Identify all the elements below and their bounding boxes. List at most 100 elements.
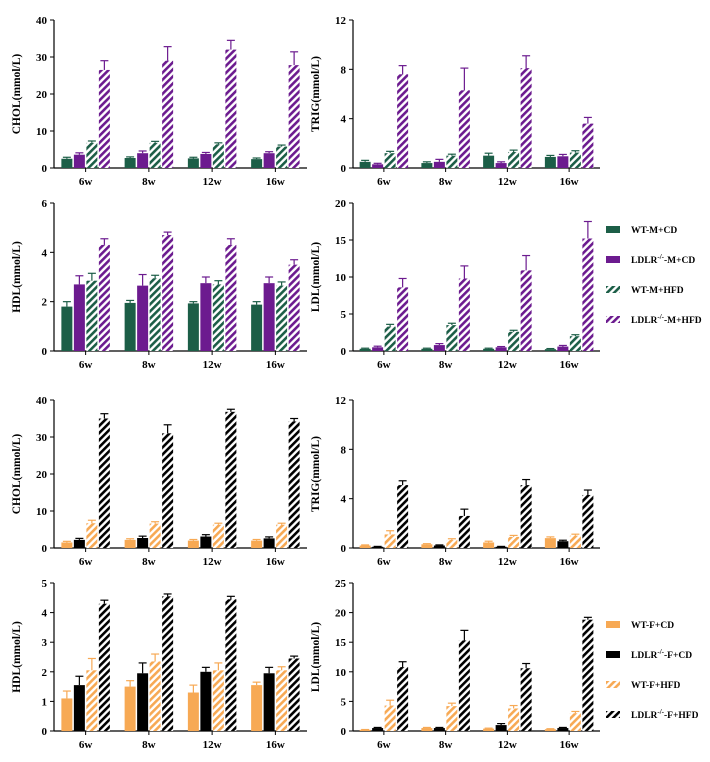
y-tick-label: 0 (42, 163, 48, 175)
y-axis-label: CHOL(mmol/L) (11, 434, 23, 515)
bar (433, 161, 445, 168)
bar (124, 158, 136, 168)
bar (446, 539, 458, 548)
chart-male-hdl: 0 2 4 6 HDL(mmol/L) 6w 8w 12w 16w (11, 198, 307, 371)
bar (458, 90, 470, 168)
bar (508, 708, 520, 731)
legend-item: WT-M+HFD (606, 286, 684, 296)
x-tick-label: 16w (560, 556, 579, 568)
bar (162, 433, 174, 548)
bar (483, 728, 495, 731)
legend-label: WT-M+CD (631, 226, 677, 236)
bar (557, 346, 569, 351)
legend-label: LDLR-/--F+CD (631, 648, 692, 661)
y-tick-label: 0 (341, 163, 347, 175)
chart-female-trig: 0 4 8 12 TRIG(mmol/L) 6w 8w 12w 16w (310, 395, 600, 568)
legend-swatch (606, 226, 620, 233)
bar (61, 542, 73, 548)
bar (73, 685, 85, 731)
x-tick-label: 16w (560, 739, 579, 751)
legend-label: LDLR-/--M+HFD (631, 313, 702, 326)
bar (397, 74, 409, 168)
bar (288, 421, 300, 548)
bar (73, 539, 85, 548)
bar (276, 670, 288, 731)
bar (508, 151, 520, 168)
legend-label: WT-F+CD (631, 621, 674, 631)
bar (149, 278, 161, 351)
x-tick-label: 6w (377, 359, 391, 371)
bar (61, 306, 73, 351)
y-tick-label: 12 (335, 15, 347, 27)
bar (137, 538, 149, 548)
bar (225, 244, 237, 351)
x-tick-label: 12w (498, 176, 517, 188)
bar (421, 544, 433, 548)
y-tick-label: 1 (42, 696, 48, 708)
legend-label: WT-F+HFD (631, 681, 681, 691)
bar (200, 153, 212, 168)
y-tick-label: 0 (341, 346, 347, 358)
bar (124, 686, 136, 731)
bar (137, 285, 149, 351)
bar (582, 619, 594, 731)
y-tick-label: 15 (335, 235, 347, 247)
x-tick-label: 6w (79, 739, 93, 751)
chart-female-ldl: 0 5 10 15 20 25 LDL(mmol/L) 6w 8w 12w 16w (310, 578, 600, 751)
bar (397, 667, 409, 731)
bar (433, 345, 445, 351)
y-tick-label: 0 (341, 726, 347, 738)
x-tick-label: 8w (142, 556, 156, 568)
bar (251, 159, 263, 168)
bar (98, 418, 110, 548)
bar (225, 49, 237, 168)
bar (359, 729, 371, 731)
bar (508, 536, 520, 548)
bar (276, 524, 288, 548)
bar (557, 728, 569, 731)
bar (200, 283, 212, 351)
x-tick-label: 12w (203, 739, 222, 751)
bar (372, 546, 384, 548)
bar (569, 535, 581, 548)
x-tick-label: 16w (560, 359, 579, 371)
bar (263, 153, 275, 168)
y-tick-label: 15 (335, 637, 347, 649)
y-tick-label: 30 (36, 52, 48, 64)
bar (557, 541, 569, 548)
bar (446, 325, 458, 351)
bar (86, 670, 98, 731)
bar (520, 485, 532, 548)
legend-item: LDLR-/--F+CD (606, 648, 692, 661)
bar (495, 546, 507, 548)
bar (495, 347, 507, 351)
y-tick-label: 10 (36, 506, 48, 518)
x-tick-label: 8w (142, 176, 156, 188)
legend-male: WT-M+CD LDLR-/--M+CD WT-M+HFD LDLR-/--M+HFD (606, 226, 702, 326)
bar (544, 538, 556, 548)
bar (251, 685, 263, 731)
bar (384, 705, 396, 731)
bar (187, 303, 199, 351)
legend-item: LDLR-/--F+HFD (606, 708, 699, 721)
x-tick-label: 6w (79, 556, 93, 568)
bar (359, 161, 371, 168)
bar (86, 523, 98, 548)
bar (458, 640, 470, 731)
x-tick-label: 6w (377, 176, 391, 188)
bar (86, 280, 98, 351)
y-tick-label: 40 (36, 15, 48, 27)
y-tick-label: 10 (36, 126, 48, 138)
y-tick-label: 20 (335, 198, 347, 210)
y-tick-label: 0 (42, 543, 48, 555)
y-tick-label: 12 (335, 395, 347, 407)
chart-male-ldl: 0 5 10 15 20 LDL(mmol/L) 6w 8w 12w 16w (310, 198, 600, 371)
y-tick-label: 2 (42, 297, 48, 309)
bar (569, 336, 581, 351)
x-tick-label: 16w (266, 359, 285, 371)
y-tick-label: 25 (335, 578, 347, 590)
y-axis-label: TRIG(mmol/L) (310, 436, 322, 512)
legend-swatch (606, 256, 620, 263)
bar (397, 485, 409, 548)
